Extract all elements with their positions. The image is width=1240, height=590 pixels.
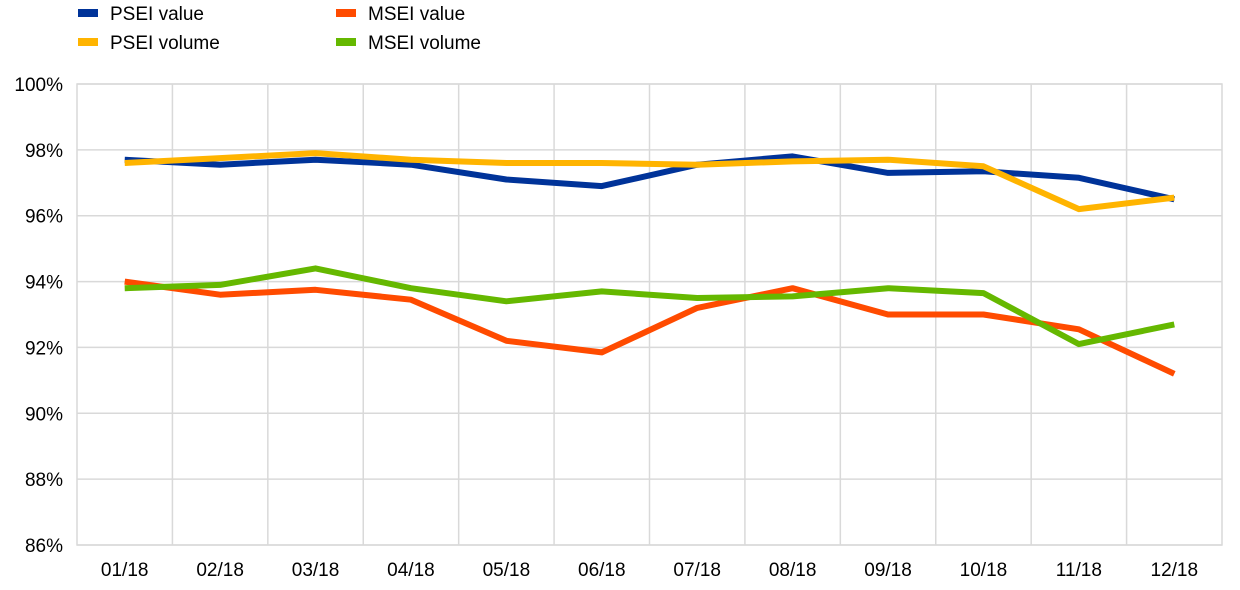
y-tick-label: 86% <box>25 536 63 557</box>
x-tick-label: 09/18 <box>864 560 912 581</box>
y-axis: 86% 88% 90% 92% 94% 96% 98% 100% <box>14 75 63 557</box>
plot-frame <box>76 83 1223 546</box>
x-axis: 01/18 02/18 03/18 04/18 05/18 06/18 07/18 08/18… <box>101 560 1198 581</box>
x-tick-label: 05/18 <box>483 560 531 581</box>
x-tick-label: 08/18 <box>769 560 817 581</box>
y-tick-label: 96% <box>25 207 63 228</box>
legend-swatch-psei-value <box>78 9 98 17</box>
grid <box>76 83 1223 546</box>
legend-label-psei-volume: PSEI volume <box>110 33 220 54</box>
series-line-msei-volume <box>124 265 1175 348</box>
legend-label-psei-value: PSEI value <box>110 4 204 25</box>
legend-label-msei-volume: MSEI volume <box>368 33 481 54</box>
legend-swatch-msei-volume <box>336 38 356 46</box>
x-tick-label: 10/18 <box>960 560 1008 581</box>
series-line-msei-value <box>124 278 1176 377</box>
x-tick-label: 04/18 <box>387 560 435 581</box>
x-tick-label: 06/18 <box>578 560 626 581</box>
x-tick-label: 12/18 <box>1151 560 1199 581</box>
x-tick-label: 02/18 <box>196 560 244 581</box>
y-tick-label: 90% <box>25 404 63 425</box>
x-tick-label: 11/18 <box>1056 560 1102 581</box>
x-tick-label: 07/18 <box>673 560 721 581</box>
legend-swatch-msei-value <box>336 9 356 17</box>
series-line-psei-volume <box>124 150 1175 213</box>
series-group <box>124 150 1176 377</box>
y-tick-label: 94% <box>25 273 63 294</box>
x-tick-label: 03/18 <box>292 560 340 581</box>
x-tick-label: 01/18 <box>101 560 149 581</box>
y-tick-label: 88% <box>25 470 63 491</box>
y-tick-label: 92% <box>25 338 63 359</box>
y-tick-label: 100% <box>14 75 63 96</box>
legend: PSEI value MSEI value PSEI volume MSEI volu… <box>78 4 481 54</box>
legend-swatch-psei-volume <box>78 38 98 46</box>
y-tick-label: 98% <box>25 141 63 162</box>
legend-label-msei-value: MSEI value <box>368 4 465 25</box>
